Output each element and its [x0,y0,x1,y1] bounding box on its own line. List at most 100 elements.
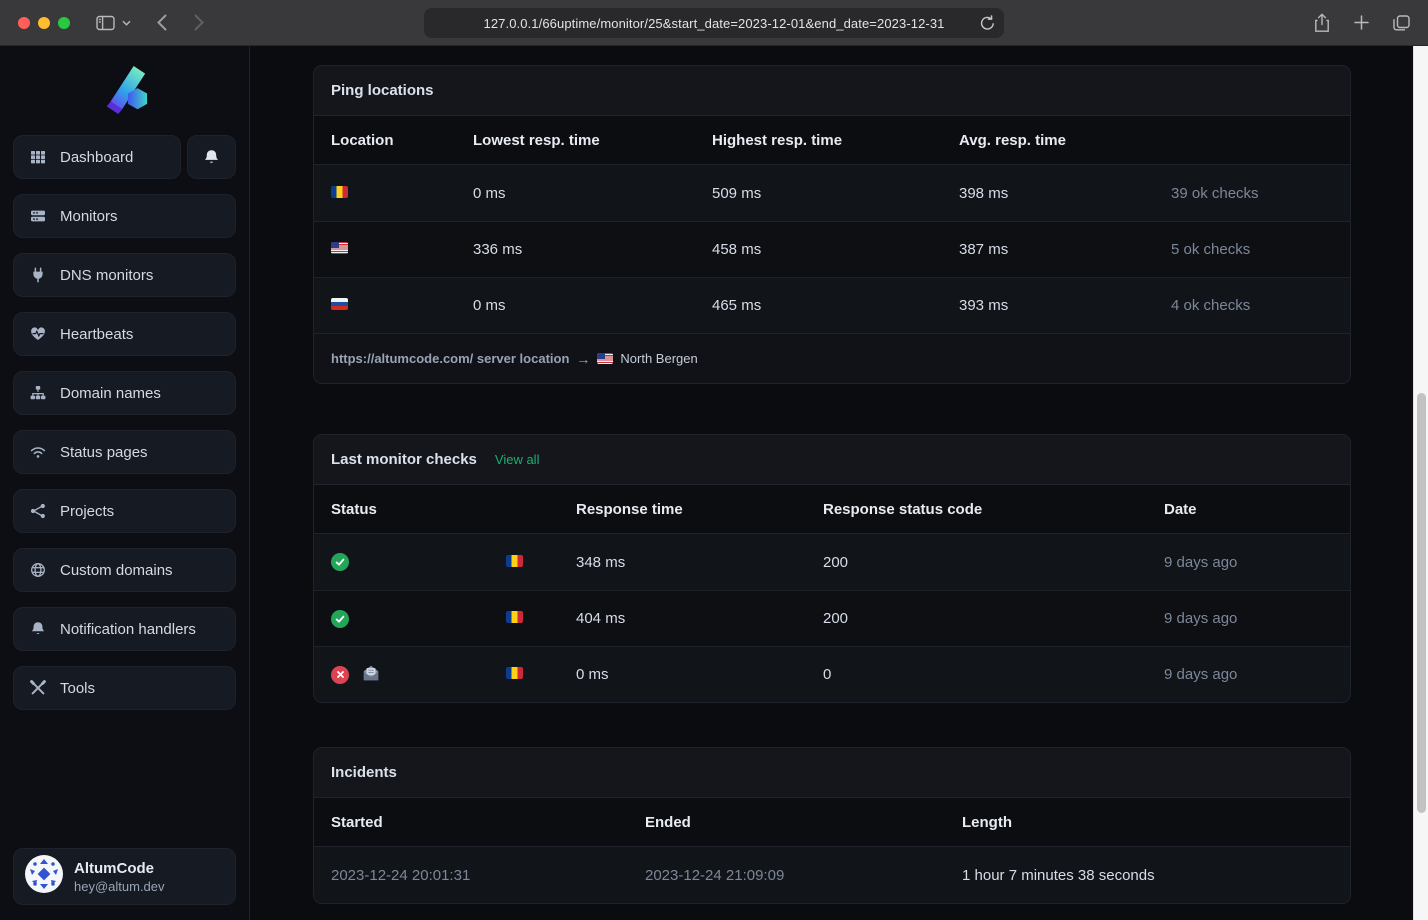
russia-flag-icon [331,298,348,310]
sidebar-item-label: Status pages [60,443,148,461]
forward-button[interactable] [194,14,204,31]
romania-flag-icon [506,554,523,567]
notifications-button[interactable] [187,135,236,179]
romania-flag-icon [506,667,523,679]
close-window-button[interactable] [18,16,30,29]
table-row: 0 ms 0 9 days ago [314,646,1350,702]
table-row: 348 ms 200 9 days ago [314,534,1350,590]
sitemap-icon [29,385,47,401]
sidebar-item-label: Heartbeats [60,325,134,343]
address-bar[interactable]: 127.0.0.1/66uptime/monitor/25&start_date… [424,8,1004,38]
heart-pulse-icon [29,326,47,342]
avg-resp-time: 398 ms [959,184,1009,202]
sidebar-item-dns-monitors[interactable]: DNS monitors [13,253,236,297]
ping-locations-table-header: Location Lowest resp. time Highest resp.… [314,116,1350,165]
sidebar-item-label: Dashboard [60,148,134,166]
response-status-code: 200 [823,610,849,627]
tab-overview-icon[interactable] [1393,14,1410,31]
avatar [25,855,63,898]
main-content: Ping locations Location Lowest resp. tim… [250,46,1428,920]
sidebar-item-notification-handlers[interactable]: Notification handlers [13,607,236,651]
check-date: 9 days ago [1164,610,1238,627]
last-monitor-checks-card: Last monitor checks View all Status Resp… [313,434,1351,703]
highest-resp-time: 465 ms [712,297,762,314]
sidebar-item-label: Domain names [60,384,161,402]
lowest-resp-time: 336 ms [473,241,523,258]
check-date: 9 days ago [1164,553,1238,571]
sidebar-item-monitors[interactable]: Monitors [13,194,236,238]
minimize-window-button[interactable] [38,16,50,29]
sidebar-item-label: Notification handlers [60,620,196,638]
usa-flag-icon [597,353,614,364]
romania-flag-icon [331,185,348,198]
sidebar: Dashboard Monitors [0,46,250,920]
sidebar-item-status-pages[interactable]: Status pages [13,430,236,474]
highest-resp-time: 458 ms [712,241,762,258]
incident-length: 1 hour 7 minutes 38 seconds [962,866,1155,884]
incidents-card: Incidents Started Ended Length 2023-12-2… [313,747,1351,904]
share-icon[interactable] [1314,12,1330,33]
bell-icon [29,621,47,637]
column-status: Status [331,500,377,518]
lowest-resp-time: 0 ms [473,297,506,314]
status-up-icon [331,553,349,571]
user-account-card[interactable]: AltumCode hey@altum.dev [13,848,236,905]
back-button[interactable] [157,14,167,31]
table-row: 404 ms 200 9 days ago [314,590,1350,646]
sidebar-item-label: Custom domains [60,561,173,579]
response-status-code: 200 [823,553,849,571]
response-time: 348 ms [576,553,626,571]
highest-resp-time: 509 ms [712,184,762,202]
column-location: Location [331,131,394,149]
app-logo[interactable] [98,66,152,119]
arrow-right-icon: → [576,350,591,367]
usa-flag-icon [331,242,348,254]
new-tab-icon[interactable] [1354,15,1369,30]
notification-sent-envelope-icon [362,664,380,686]
ping-locations-title: Ping locations [331,82,434,99]
incidents-table-header: Started Ended Length [314,798,1350,847]
last-monitor-checks-title: Last monitor checks [331,451,477,468]
server-location-label: https://altumcode.com/ server location [331,351,570,366]
sidebar-item-projects[interactable]: Projects [13,489,236,533]
sidebar-item-label: Projects [60,502,115,520]
sidebar-item-custom-domains[interactable]: Custom domains [13,548,236,592]
scrollbar-thumb[interactable] [1417,393,1426,813]
status-down-icon [331,665,349,684]
address-bar-url: 127.0.0.1/66uptime/monitor/25&start_date… [483,15,945,31]
column-status-code: Response status code [823,500,983,518]
sidebar-item-label: DNS monitors [60,266,154,284]
response-time: 0 ms [576,666,609,683]
sidebar-item-label: Monitors [60,207,118,225]
romania-flag-icon [506,611,523,623]
grid-icon [29,149,47,165]
column-length: Length [962,813,1012,831]
server-location-footer: https://altumcode.com/ server location →… [314,333,1350,383]
reload-icon[interactable] [980,14,995,31]
column-date: Date [1164,500,1197,518]
sidebar-item-heartbeats[interactable]: Heartbeats [13,312,236,356]
ok-checks-count: 4 ok checks [1171,297,1251,314]
incident-started: 2023-12-24 20:01:31 [331,866,471,884]
wifi-icon [29,444,47,460]
sidebar-item-dashboard[interactable]: Dashboard [13,135,181,179]
view-all-link[interactable]: View all [494,452,540,467]
sidebar-item-tools[interactable]: Tools [13,666,236,710]
zoom-window-button[interactable] [58,16,70,29]
table-row: 336 ms 458 ms 387 ms 5 ok checks [314,221,1350,277]
table-row: 2023-12-24 20:01:31 2023-12-24 21:09:09 … [314,847,1350,903]
column-ended: Ended [645,813,691,831]
user-email: hey@altum.dev [74,878,165,894]
bell-icon [203,149,221,166]
response-time: 404 ms [576,610,626,627]
last-checks-table-header: Status Response time Response status cod… [314,485,1350,534]
lowest-resp-time: 0 ms [473,184,506,202]
table-row: 0 ms 509 ms 398 ms 39 ok checks [314,165,1350,221]
sidebar-toggle-icon[interactable] [96,15,115,31]
column-lowest: Lowest resp. time [473,131,600,149]
sidebar-item-domain-names[interactable]: Domain names [13,371,236,415]
server-icon [29,208,47,224]
scrollbar-track[interactable] [1413,46,1428,920]
avg-resp-time: 393 ms [959,297,1009,314]
sidebar-chevron-down-icon[interactable] [122,20,131,26]
